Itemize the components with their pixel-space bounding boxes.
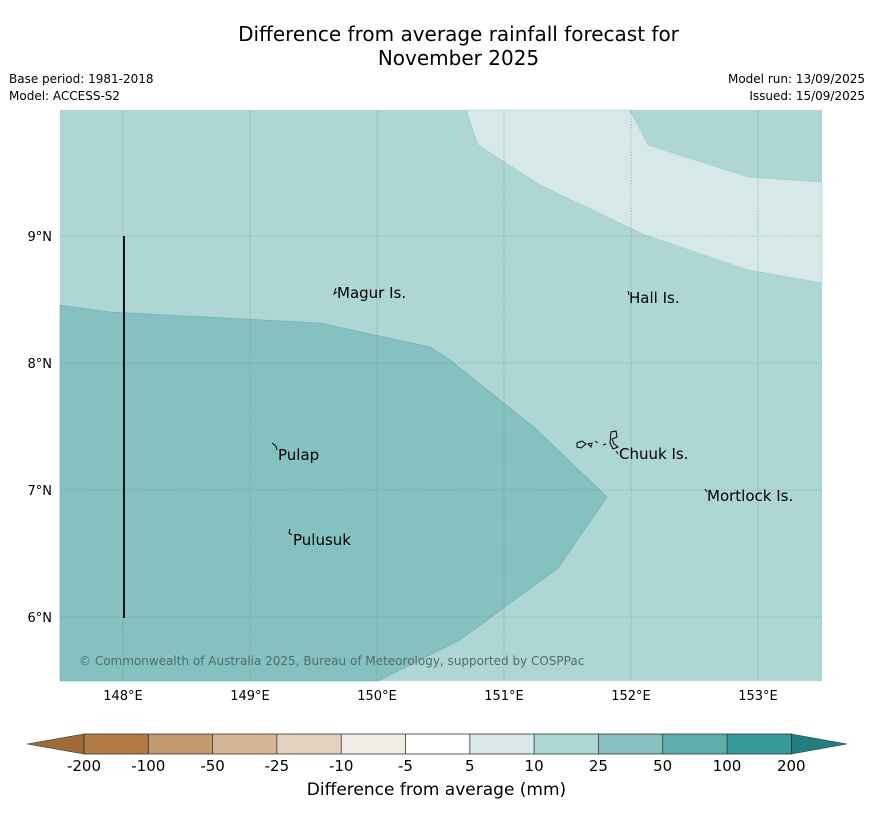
colorbar-segment	[727, 734, 792, 754]
colorbar-segment	[534, 734, 599, 754]
pulusuk-island-outline	[288, 528, 293, 536]
colorbar-segment	[662, 734, 727, 754]
graticule	[60, 110, 822, 681]
colorbar: -200 -100 -50 -25 -10 -5 5 10 25 50 100 …	[26, 733, 848, 775]
copyright-notice: © Commonwealth of Australia 2025, Bureau…	[79, 654, 584, 668]
meta-left: Base period: 1981-2018 Model: ACCESS-S2	[9, 71, 154, 105]
colorbar-segment	[598, 734, 663, 754]
lat-tick: 7°N	[28, 484, 53, 499]
colorbar-label: Difference from average (mm)	[306, 780, 567, 800]
chuuk-islet	[587, 442, 593, 448]
chuuk-islet	[576, 440, 587, 449]
map-title: Difference from average rainfall forecas…	[0, 22, 873, 70]
lon-tick: 152°E	[611, 689, 651, 704]
colorbar-segment	[405, 734, 470, 754]
lon-tick: 151°E	[484, 689, 524, 704]
chuuk-islet	[609, 430, 620, 450]
colorbar-tick: -10	[329, 757, 354, 775]
place-labels: Magur Is. Hall Is. Pulap Chuuk Is. Mortl…	[278, 284, 793, 549]
meta-right: Model run: 13/09/2025 Issued: 15/09/2025	[728, 71, 865, 105]
model-name: Model: ACCESS-S2	[9, 89, 121, 103]
place-label-chuuk: Chuuk Is.	[619, 445, 688, 463]
magur-island-outline	[333, 287, 338, 296]
chuuk-islet	[594, 440, 599, 444]
pulap-island-outline	[271, 442, 278, 451]
colorbar-segment	[148, 734, 213, 754]
hall-island-outline	[627, 290, 630, 296]
colorbar-tick: -200	[67, 757, 101, 775]
colorbar-tick: 5	[465, 757, 475, 775]
chuuk-islet	[602, 443, 607, 446]
issued-date: Issued: 15/09/2025	[749, 89, 865, 103]
colorbar-tick: -5	[398, 757, 413, 775]
colorbar-segment	[469, 734, 535, 754]
model-run: Model run: 13/09/2025	[727, 72, 865, 86]
colorbar-tick: 100	[713, 757, 742, 775]
lon-axis: 148°E 149°E 150°E 151°E 152°E 153°E	[103, 689, 778, 704]
colorbar-tick: -50	[200, 757, 225, 775]
lon-tick: 149°E	[230, 689, 270, 704]
colorbar-outline	[83, 733, 792, 755]
place-label-magur: Magur Is.	[337, 284, 406, 302]
lat-tick: 6°N	[28, 611, 53, 626]
lon-tick: 148°E	[103, 689, 143, 704]
region-5-10mm	[465, 109, 823, 284]
colorbar-tick: -100	[131, 757, 165, 775]
colorbar-segment	[84, 734, 149, 754]
colorbar-tick: -25	[265, 757, 290, 775]
lat-tick: 9°N	[28, 230, 53, 245]
mortlock-island-outline	[704, 488, 708, 493]
colorbar-tick: 50	[653, 757, 672, 775]
place-label-pulap: Pulap	[278, 446, 319, 464]
islands	[271, 287, 708, 536]
chuuk-lagoon-outline	[576, 430, 620, 455]
colorbar-segment	[276, 734, 342, 754]
colorbar-dividers	[83, 733, 792, 755]
title-line-2: November 2025	[377, 46, 540, 70]
place-label-pulusuk: Pulusuk	[293, 531, 351, 549]
colorbar-ticks: -200 -100 -50 -25 -10 -5 5 10 25 50 100 …	[67, 757, 806, 775]
place-label-mortlock: Mortlock Is.	[707, 487, 793, 505]
colorbar-tick: 10	[525, 757, 544, 775]
base-period: Base period: 1981-2018	[9, 72, 154, 86]
lat-tick: 8°N	[28, 357, 53, 372]
place-label-hall: Hall Is.	[629, 289, 680, 307]
colorbar-segment	[212, 734, 277, 754]
colorbar-extend-high	[790, 733, 848, 755]
colorbar-tick: 25	[589, 757, 608, 775]
lon-tick: 153°E	[738, 689, 778, 704]
colorbar-segment	[341, 734, 406, 754]
title-line-1: Difference from average rainfall forecas…	[238, 22, 679, 46]
region-25-50mm	[59, 304, 608, 682]
chuuk-islet	[615, 450, 619, 455]
lon-tick: 150°E	[357, 689, 397, 704]
lat-axis: 9°N 8°N 7°N 6°N	[28, 230, 53, 626]
colorbar-tick: 200	[777, 757, 806, 775]
colorbar-extend-low	[26, 733, 85, 755]
